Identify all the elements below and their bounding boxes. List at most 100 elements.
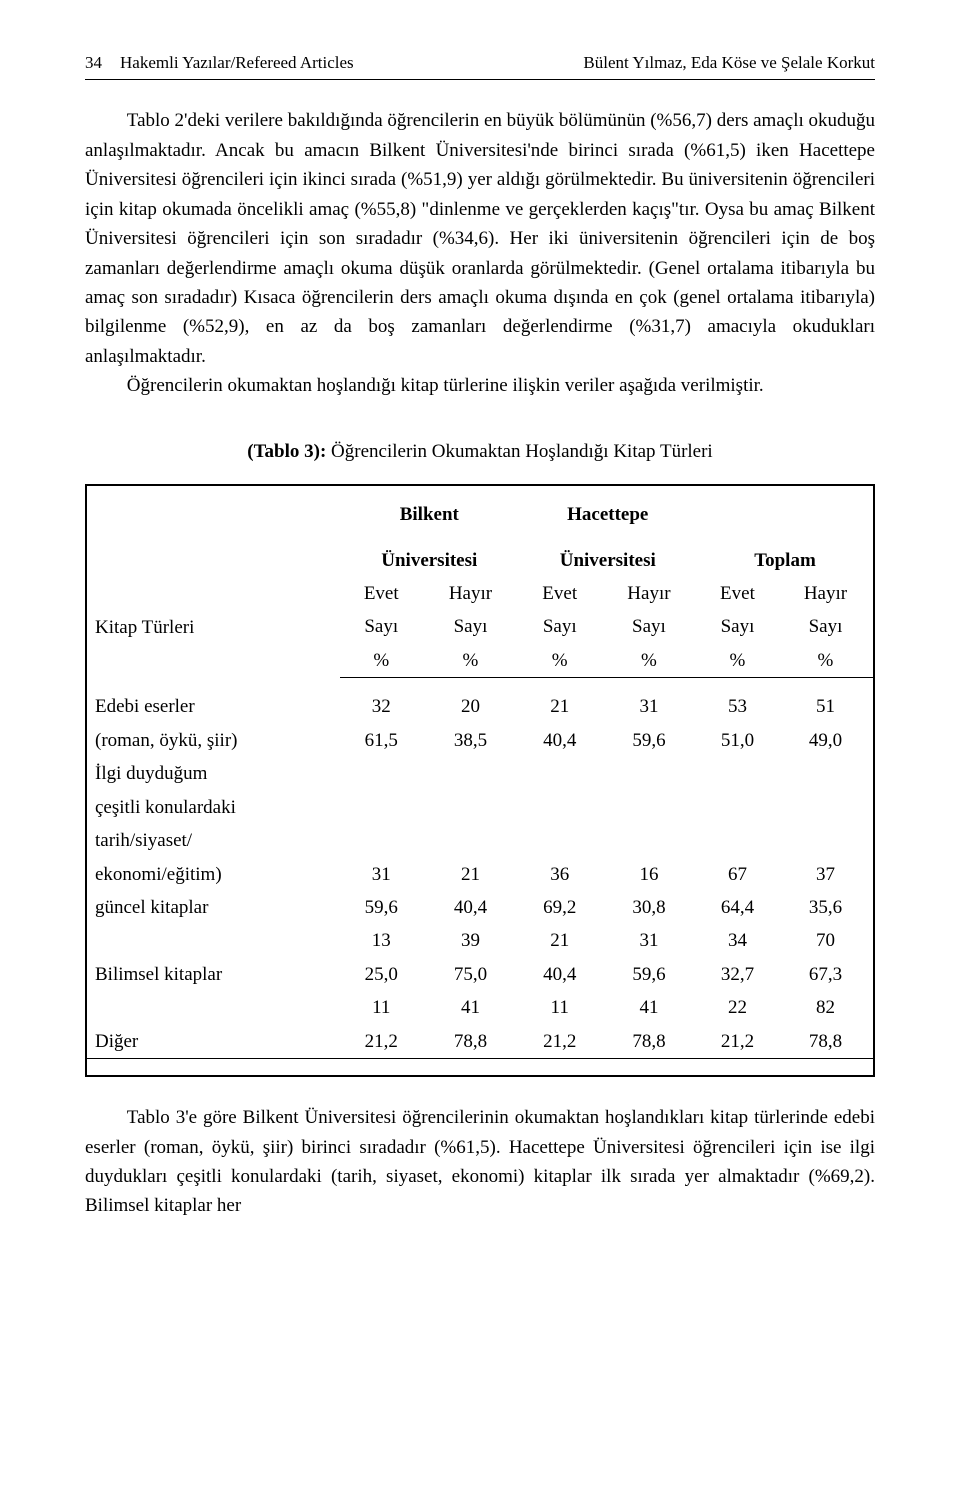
table-cell: 31 xyxy=(601,678,697,724)
table-cell xyxy=(519,757,601,790)
table-cell: 70 xyxy=(778,924,874,957)
th-pct: % xyxy=(340,644,422,678)
th-pct: % xyxy=(601,644,697,678)
table-cell: 82 xyxy=(778,991,874,1024)
table-cell: 41 xyxy=(422,991,518,1024)
table-cell: 31 xyxy=(340,858,422,891)
header-authors: Bülent Yılmaz, Eda Köse ve Şelale Korkut xyxy=(583,50,875,76)
table-row-label: Edebi eserler xyxy=(86,678,340,724)
table-cell: 51 xyxy=(778,678,874,724)
table-cell xyxy=(697,824,778,857)
th-sayi: Sayı xyxy=(778,610,874,643)
table-row-label: İlgi duyduğum xyxy=(86,757,340,790)
table-cell: 53 xyxy=(697,678,778,724)
table-cell xyxy=(422,757,518,790)
table-cell: 75,0 xyxy=(422,958,518,991)
body-text: Tablo 2'deki verilere bakıldığında öğren… xyxy=(85,106,875,400)
table-cell: 64,4 xyxy=(697,891,778,924)
col-toplam: Toplam xyxy=(705,546,865,575)
table-row-label: çeşitli konulardaki xyxy=(86,791,340,824)
table-cell xyxy=(340,757,422,790)
table-row-label: ekonomi/eğitim) xyxy=(86,858,340,891)
table-cell: 51,0 xyxy=(697,724,778,757)
table-cell xyxy=(340,791,422,824)
paragraph-2: Öğrencilerin okumaktan hoşlandığı kitap … xyxy=(85,371,875,400)
table-cell: 59,6 xyxy=(340,891,422,924)
table-cell: 37 xyxy=(778,858,874,891)
table-row-label: tarih/siyaset/ xyxy=(86,824,340,857)
table-caption: (Tablo 3): Öğrencilerin Okumaktan Hoşlan… xyxy=(85,437,875,466)
th-sayi: Sayı xyxy=(697,610,778,643)
table-caption-rest: Öğrencilerin Okumaktan Hoşlandığı Kitap … xyxy=(326,441,712,462)
table-cell: 11 xyxy=(519,991,601,1024)
table-row-label: Bilimsel kitaplar xyxy=(86,958,340,991)
table-cell: 59,6 xyxy=(601,724,697,757)
table-cell: 21,2 xyxy=(697,1025,778,1059)
table-cell xyxy=(697,791,778,824)
paragraph-3: Tablo 3'e göre Bilkent Üniversitesi öğre… xyxy=(85,1103,875,1221)
table-cell xyxy=(422,824,518,857)
th-hayir: Hayır xyxy=(422,577,518,610)
col-hacettepe-univ: Üniversitesi xyxy=(527,546,689,575)
table-cell: 21,2 xyxy=(340,1025,422,1059)
table-row-label xyxy=(86,924,340,957)
th-pct: % xyxy=(778,644,874,678)
table-cell: 35,6 xyxy=(778,891,874,924)
table-cell xyxy=(601,791,697,824)
table-cell: 78,8 xyxy=(422,1025,518,1059)
th-pct: % xyxy=(519,644,601,678)
table-cell: 38,5 xyxy=(422,724,518,757)
table-cell: 39 xyxy=(422,924,518,957)
table-cell: 21 xyxy=(422,858,518,891)
th-hayir: Hayır xyxy=(601,577,697,610)
table-cell xyxy=(697,757,778,790)
table-cell xyxy=(778,757,874,790)
table-cell: 61,5 xyxy=(340,724,422,757)
table-cell: 32 xyxy=(340,678,422,724)
table-row-label: güncel kitaplar xyxy=(86,891,340,924)
table-cell: 21 xyxy=(519,678,601,724)
table-cell xyxy=(778,824,874,857)
th-hayir: Hayır xyxy=(778,577,874,610)
table-cell: 13 xyxy=(340,924,422,957)
table-cell: 41 xyxy=(601,991,697,1024)
running-header: 34 Hakemli Yazılar/Refereed Articles Bül… xyxy=(85,50,875,80)
table-cell: 16 xyxy=(601,858,697,891)
col-bilkent-univ: Üniversitesi xyxy=(348,546,510,575)
table-cell xyxy=(422,791,518,824)
table-cell: 34 xyxy=(697,924,778,957)
table-cell: 21 xyxy=(519,924,601,957)
table-cell: 21,2 xyxy=(519,1025,601,1059)
th-pct: % xyxy=(697,644,778,678)
th-pct: % xyxy=(422,644,518,678)
col-bilkent: Bilkent xyxy=(348,500,510,529)
table-cell: 25,0 xyxy=(340,958,422,991)
table-cell: 22 xyxy=(697,991,778,1024)
row-header-kitap: Kitap Türleri xyxy=(95,617,194,638)
table-cell xyxy=(340,824,422,857)
table-cell: 69,2 xyxy=(519,891,601,924)
table-cell xyxy=(778,791,874,824)
table-cell: 78,8 xyxy=(778,1025,874,1059)
table-cell: 40,4 xyxy=(519,958,601,991)
table-cell: 20 xyxy=(422,678,518,724)
th-sayi: Sayı xyxy=(340,610,422,643)
th-evet: Evet xyxy=(519,577,601,610)
table-row-label xyxy=(86,991,340,1024)
page-number: 34 xyxy=(85,50,102,76)
table-cell: 31 xyxy=(601,924,697,957)
th-sayi: Sayı xyxy=(519,610,601,643)
after-table-text: Tablo 3'e göre Bilkent Üniversitesi öğre… xyxy=(85,1103,875,1221)
table-cell: 30,8 xyxy=(601,891,697,924)
table-cell: 59,6 xyxy=(601,958,697,991)
table-3: Bilkent Hacettepe Üniversitesi Üniversit… xyxy=(85,484,875,1077)
paragraph-1: Tablo 2'deki verilere bakıldığında öğren… xyxy=(85,106,875,371)
table-cell: 40,4 xyxy=(422,891,518,924)
table-cell: 32,7 xyxy=(697,958,778,991)
th-evet: Evet xyxy=(340,577,422,610)
table-cell: 36 xyxy=(519,858,601,891)
th-evet: Evet xyxy=(697,577,778,610)
table-cell xyxy=(601,757,697,790)
table-cell: 67 xyxy=(697,858,778,891)
table-row-label: Diğer xyxy=(86,1025,340,1059)
